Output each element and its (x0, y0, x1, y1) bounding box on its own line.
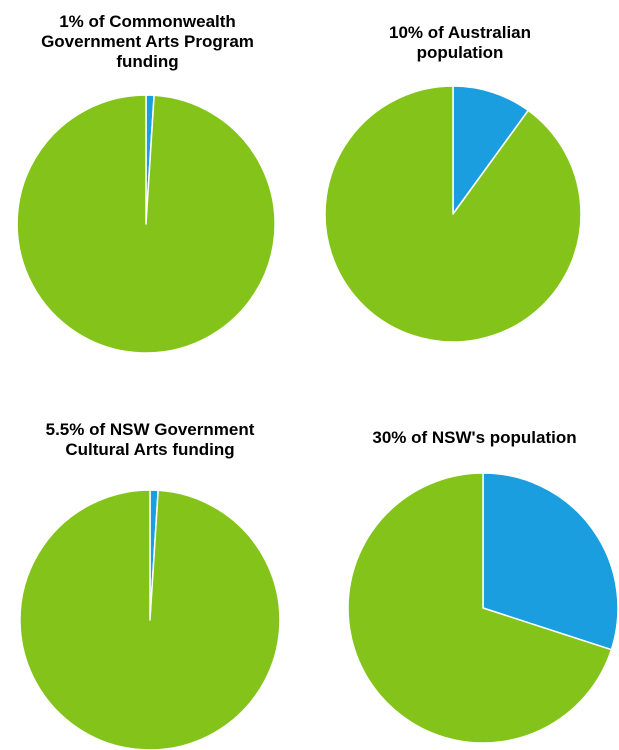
pie-chart-nsw-population: 30% of NSW's population (330, 400, 619, 750)
chart-title: 1% of Commonwealth Government Arts Progr… (41, 12, 254, 71)
pie-chart-australian-population: 10% of Australian population (310, 0, 610, 370)
pie-plot (19, 489, 281, 750)
pie-plot (16, 94, 276, 354)
pie-slice-remainder (16, 94, 276, 354)
chart-title: 10% of Australian population (388, 23, 532, 62)
pie-slice-remainder (19, 489, 281, 750)
pie-plot (324, 85, 582, 343)
chart-title: 5.5% of NSW Government Cultural Arts fun… (45, 420, 255, 459)
pie-chart-nsw-cultural-arts-funding: 5.5% of NSW Government Cultural Arts fun… (0, 400, 300, 750)
chart-title: 30% of NSW's population (372, 428, 577, 447)
pie-plot (347, 472, 619, 744)
pie-slice-share (482, 472, 619, 651)
pie-slice-remainder (324, 85, 582, 343)
pie-slice-remainder (347, 472, 613, 744)
pie-slice-share (452, 85, 529, 215)
pie-chart-commonwealth-arts-funding: 1% of Commonwealth Government Arts Progr… (0, 0, 295, 370)
